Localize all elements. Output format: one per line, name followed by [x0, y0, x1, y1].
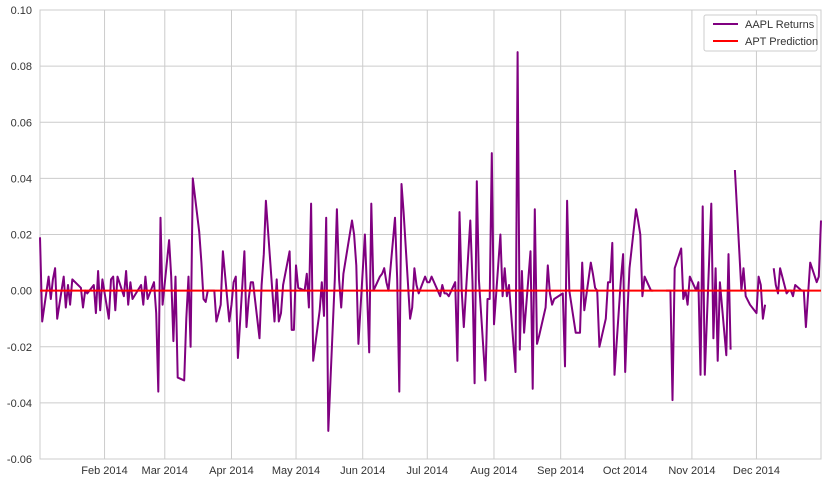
- y-tick-label: -0.06: [7, 454, 32, 466]
- x-axis-ticks: Feb 2014 Mar 2014 Apr 2014 May 2014 Jun 2014…: [81, 465, 780, 477]
- y-tick-label: 0.02: [11, 230, 32, 242]
- legend-label-aapl-returns: AAPL Returns: [745, 19, 815, 31]
- x-tick-label: Sep 2014: [537, 465, 584, 477]
- x-tick-label: Feb 2014: [81, 465, 127, 477]
- y-tick-label: 0.04: [11, 173, 32, 185]
- y-tick-label: 0.08: [11, 61, 32, 73]
- x-tick-label: Dec 2014: [733, 465, 780, 477]
- y-axis-ticks: -0.06 -0.04 -0.02 0.00 0.02 0.04 0.06 0.08 0.10: [7, 5, 32, 466]
- x-tick-label: Oct 2014: [603, 465, 648, 477]
- y-tick-label: 0.10: [11, 5, 32, 17]
- y-tick-label: 0.06: [11, 117, 32, 129]
- x-tick-label: Aug 2014: [470, 465, 517, 477]
- x-tick-label: Jul 2014: [406, 465, 448, 477]
- x-tick-label: May 2014: [272, 465, 320, 477]
- y-tick-label: -0.04: [7, 398, 32, 410]
- grid: [39, 9, 822, 460]
- series-layer: [39, 51, 822, 432]
- x-tick-label: Mar 2014: [142, 465, 188, 477]
- legend: AAPL Returns APT Prediction: [703, 14, 818, 52]
- legend-label-apt-prediction: APT Prediction: [745, 36, 818, 48]
- y-tick-label: 0.00: [11, 286, 32, 298]
- series-line-aapl-returns: [39, 51, 822, 432]
- x-tick-label: Nov 2014: [668, 465, 715, 477]
- y-tick-label: -0.02: [7, 342, 32, 354]
- x-tick-label: Apr 2014: [209, 465, 254, 477]
- x-tick-label: Jun 2014: [340, 465, 385, 477]
